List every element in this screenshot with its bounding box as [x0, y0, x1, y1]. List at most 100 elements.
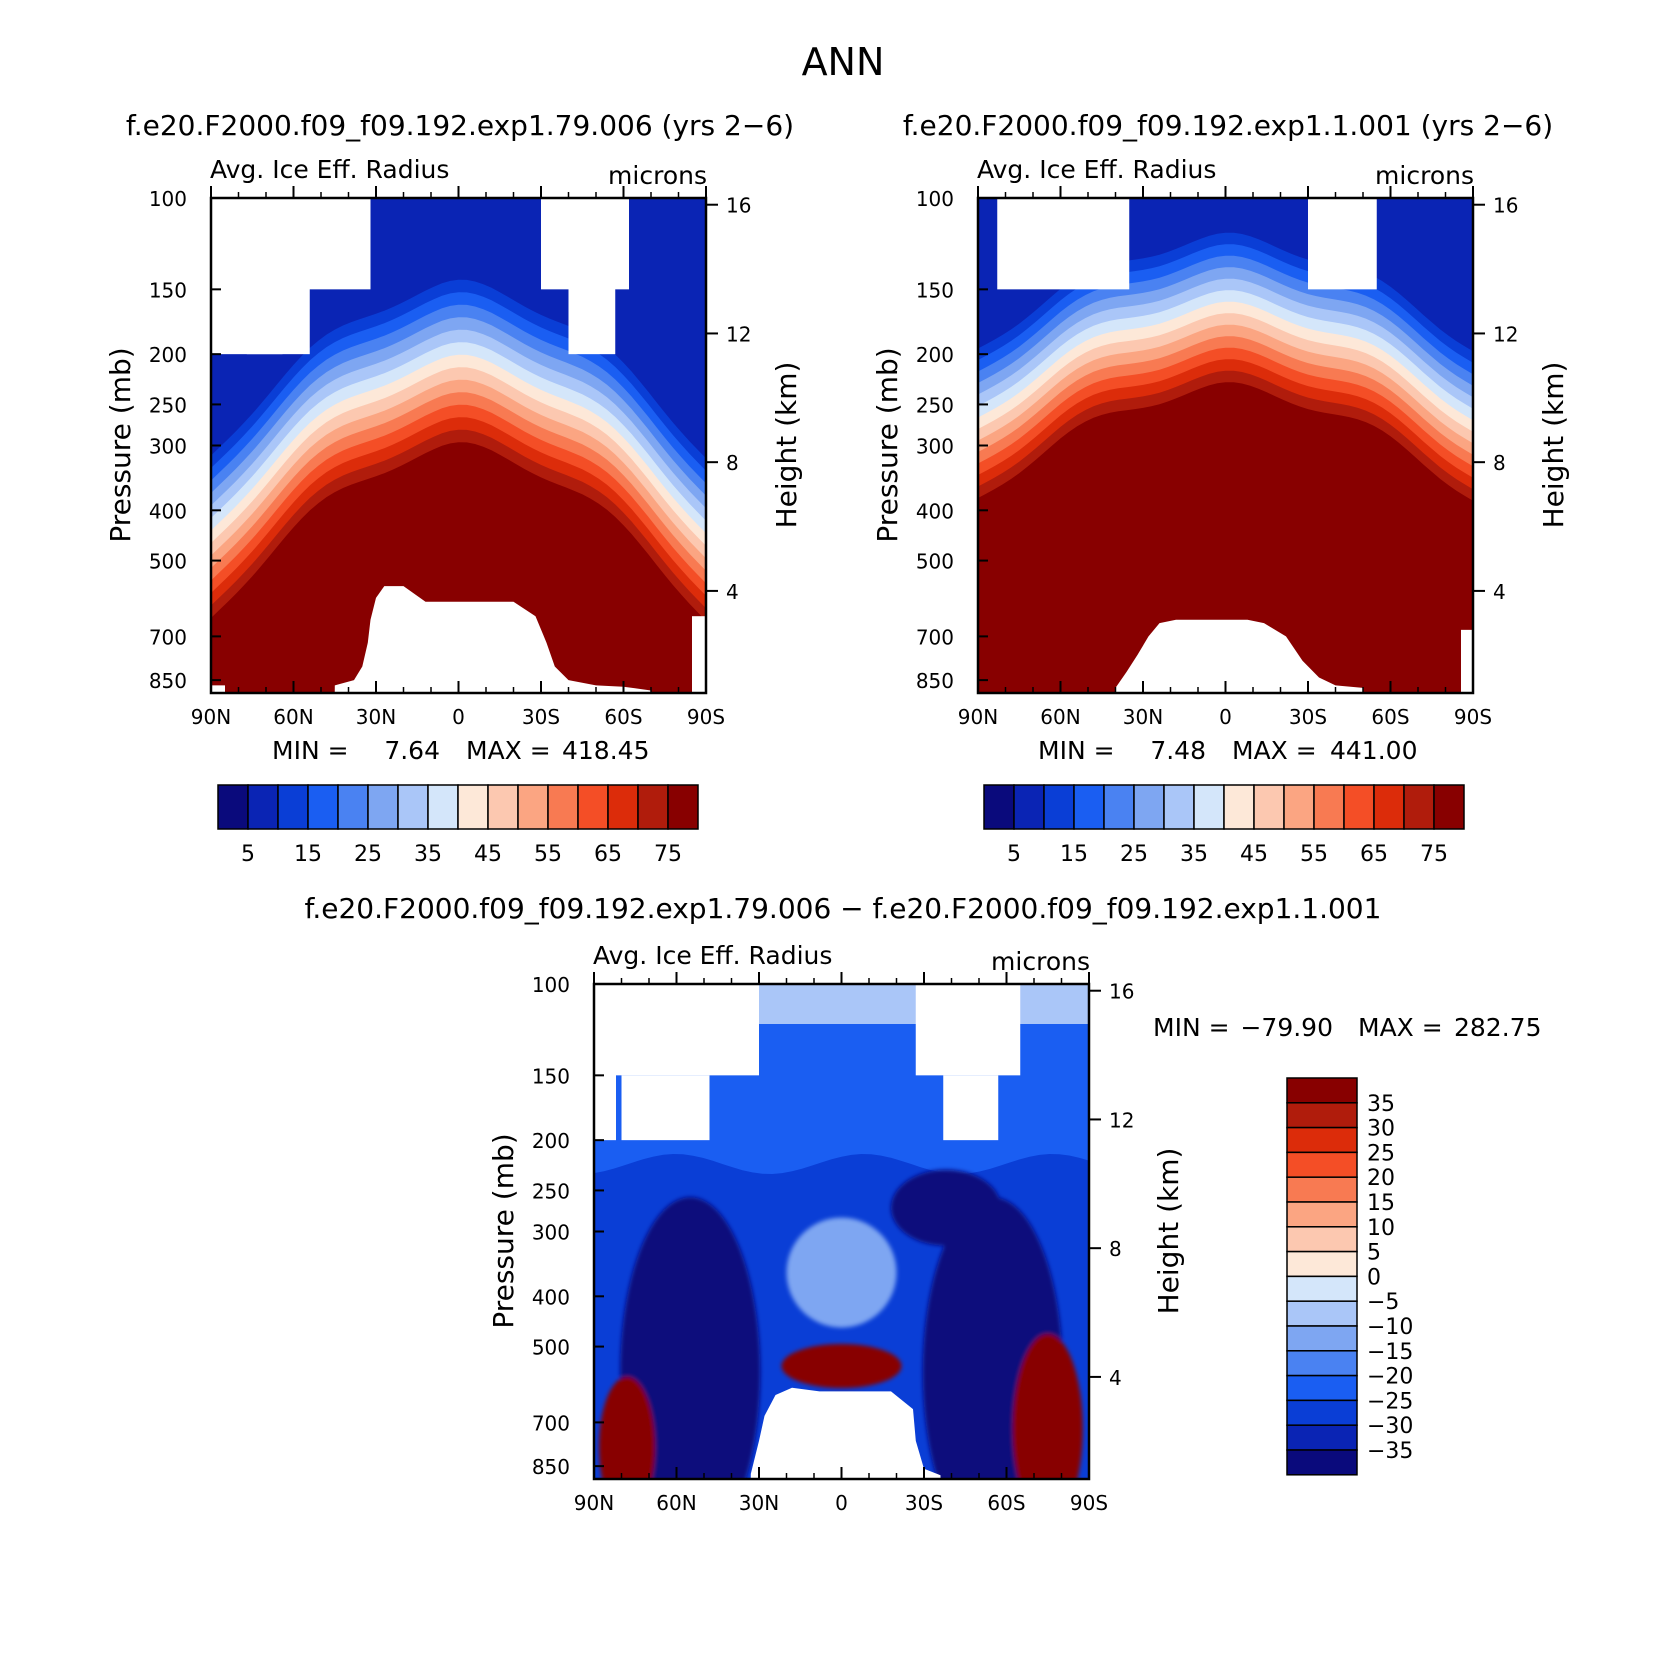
colorbar-label: 0 — [1367, 1265, 1381, 1290]
max-value: 418.45 — [562, 736, 649, 765]
pressure-tick-label: 150 — [149, 278, 187, 302]
min-value: 7.64 — [384, 736, 440, 765]
colorbar-label: 5 — [241, 842, 255, 867]
panel-top-left: f.e20.F2000.f09_f09.192.exp1.79.006 (yrs… — [104, 109, 803, 867]
pressure-tick-label: 150 — [532, 1064, 570, 1088]
lat-tick-label: 90N — [191, 705, 231, 729]
min-label: MIN = — [1153, 1013, 1230, 1042]
colorbar-label: −10 — [1367, 1315, 1413, 1340]
pressure-tick-label: 300 — [532, 1221, 570, 1245]
pressure-tick-label: 200 — [916, 343, 954, 367]
colorbar-swatch — [983, 784, 1015, 830]
colorbar-swatch — [1073, 784, 1105, 830]
colorbar-label: 75 — [1420, 842, 1448, 867]
field-band — [599, 1376, 655, 1479]
field-band — [781, 1343, 902, 1388]
colorbar-swatch — [457, 784, 489, 830]
lat-tick-label: 90S — [1070, 1491, 1108, 1515]
panel-top-right: f.e20.F2000.f09_f09.192.exp1.1.001 (yrs … — [871, 109, 1570, 867]
colorbar-swatch — [1403, 784, 1435, 830]
colorbar-label: −25 — [1367, 1389, 1413, 1414]
figure-title: ANN — [802, 40, 885, 84]
height-tick-label: 16 — [726, 194, 751, 218]
field-band — [978, 382, 1473, 693]
missing-region — [943, 1075, 999, 1141]
lat-tick-label: 90S — [1454, 705, 1492, 729]
field-band — [1012, 1333, 1083, 1479]
colorbar-swatch — [1286, 1300, 1358, 1327]
colorbar-label: 15 — [1060, 842, 1088, 867]
min-value: 7.48 — [1150, 736, 1206, 765]
pressure-tick-label: 500 — [149, 550, 187, 574]
height-tick-label: 16 — [1493, 194, 1518, 218]
lat-tick-label: 60S — [1371, 705, 1409, 729]
colorbar-label: 10 — [1367, 1216, 1395, 1241]
missing-region — [915, 984, 1021, 1076]
colorbar-swatch — [607, 784, 639, 830]
field-band — [786, 1217, 897, 1328]
ylabel-right: Height (km) — [1537, 362, 1570, 529]
pressure-tick-label: 300 — [149, 435, 187, 459]
lat-tick-label: 0 — [1219, 705, 1232, 729]
ylabel-left: Pressure (mb) — [104, 347, 137, 542]
pressure-tick-label: 200 — [532, 1129, 570, 1153]
colorbar-swatch — [577, 784, 609, 830]
colorbar-swatch — [1286, 1176, 1358, 1203]
pressure-tick-label: 400 — [149, 499, 187, 523]
colorbar-swatch — [1286, 1399, 1358, 1426]
colorbar-swatch — [1286, 1374, 1358, 1402]
pressure-tick-label: 250 — [916, 393, 954, 417]
pressure-tick-label: 850 — [532, 1455, 570, 1479]
pressure-tick-label: 400 — [532, 1285, 570, 1309]
missing-region — [1115, 619, 1363, 693]
colorbar-swatch — [1373, 784, 1405, 830]
field-band — [891, 1169, 1001, 1246]
colorbar-label: 35 — [1367, 1092, 1395, 1117]
colorbar-swatch — [1286, 1077, 1358, 1104]
colorbar-swatch — [1043, 784, 1075, 830]
colorbar-swatch — [1286, 1226, 1358, 1253]
colorbar-swatch — [1286, 1325, 1358, 1352]
missing-region — [750, 1387, 941, 1479]
lat-tick-label: 30N — [356, 705, 396, 729]
min-label: MIN = — [272, 736, 349, 765]
colorbar-label: 35 — [414, 842, 442, 867]
missing-region — [1461, 629, 1473, 693]
height-tick-label: 8 — [1493, 451, 1506, 475]
colorbar-swatch — [1283, 784, 1315, 830]
missing-region — [211, 685, 225, 693]
colorbar-label: 45 — [1240, 842, 1268, 867]
colorbar-label: 20 — [1367, 1166, 1395, 1191]
colorbar-swatch — [1013, 784, 1045, 830]
colorbar-swatch — [1286, 1350, 1358, 1377]
colorbar-label: 65 — [594, 842, 622, 867]
max-label: MAX = — [1358, 1013, 1443, 1042]
colorbar-swatch — [277, 784, 309, 830]
case-title: f.e20.F2000.f09_f09.192.exp1.79.006 (yrs… — [126, 109, 794, 142]
pressure-tick-label: 500 — [532, 1336, 570, 1360]
missing-region — [568, 198, 616, 355]
colorbar-swatch — [517, 784, 549, 830]
ylabel-right: Height (km) — [770, 362, 803, 529]
colorbar-label: 25 — [1120, 842, 1148, 867]
case-title: f.e20.F2000.f09_f09.192.exp1.1.001 (yrs … — [903, 109, 1553, 142]
lat-tick-label: 30S — [1289, 705, 1327, 729]
height-tick-label: 8 — [726, 451, 739, 475]
height-tick-label: 8 — [1109, 1237, 1122, 1261]
colorbar-label: 15 — [1367, 1191, 1395, 1216]
lat-tick-label: 60N — [1040, 705, 1080, 729]
colorbar-label: −5 — [1367, 1290, 1399, 1315]
colorbar-label: 25 — [354, 842, 382, 867]
lat-tick-label: 60N — [273, 705, 313, 729]
colorbar-label: 5 — [1007, 842, 1021, 867]
height-tick-label: 4 — [726, 580, 739, 604]
lat-tick-label: 30N — [1123, 705, 1163, 729]
contour-field — [594, 984, 1089, 1479]
lat-tick-label: 90N — [958, 705, 998, 729]
min-value: −79.90 — [1240, 1013, 1333, 1042]
colorbar-swatch — [1313, 784, 1345, 830]
missing-region — [997, 198, 1130, 290]
pressure-tick-label: 400 — [916, 499, 954, 523]
colorbar-swatch — [1286, 1201, 1358, 1228]
